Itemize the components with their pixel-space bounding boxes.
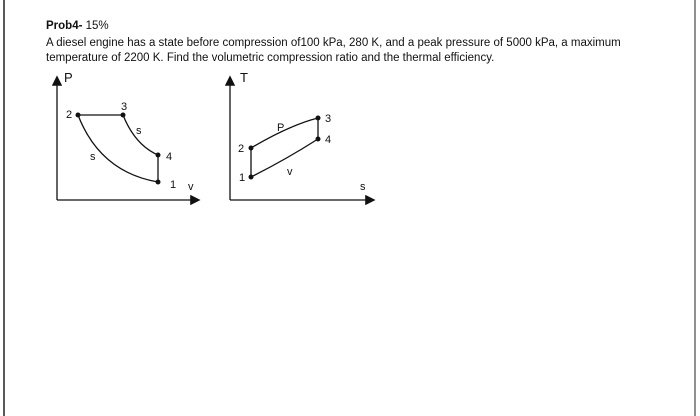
axis-label: P	[64, 70, 73, 85]
process-line	[250, 117, 319, 149]
point	[155, 179, 161, 185]
point	[155, 152, 161, 158]
point	[248, 145, 254, 151]
process-line	[122, 114, 159, 156]
point-label: 1	[170, 179, 176, 191]
axis-label: s	[360, 181, 366, 193]
point-label: 1	[239, 172, 245, 184]
pv-points	[75, 112, 161, 185]
ts-points	[248, 115, 321, 180]
point-label: 2	[66, 109, 72, 121]
points: 15%	[85, 20, 109, 32]
process-line	[250, 138, 319, 178]
point-label: 3	[121, 101, 127, 113]
point-label: 4	[325, 134, 331, 146]
point	[120, 112, 126, 118]
point-label: 4	[166, 151, 172, 163]
point-label: 3	[325, 113, 331, 125]
point	[248, 174, 254, 180]
point-label: 2	[238, 143, 244, 155]
ts-diagram	[224, 75, 376, 206]
axis-label: T	[240, 70, 248, 85]
process-label: s	[136, 125, 142, 137]
problem-line: A diesel engine has a state before compr…	[46, 37, 621, 49]
point	[75, 112, 81, 118]
problem-line: temperature of 2200 K. Find the volumetr…	[46, 52, 495, 64]
process-label: P	[277, 122, 284, 134]
header: Prob4- 15%	[46, 20, 109, 32]
point	[315, 136, 321, 142]
process-line	[77, 114, 159, 183]
axis-label: v	[188, 181, 194, 193]
problem-label: Prob4-	[46, 20, 83, 32]
point	[315, 115, 321, 121]
process-label: s	[90, 151, 96, 163]
process-label: v	[287, 166, 293, 178]
pv-diagram	[51, 75, 201, 206]
